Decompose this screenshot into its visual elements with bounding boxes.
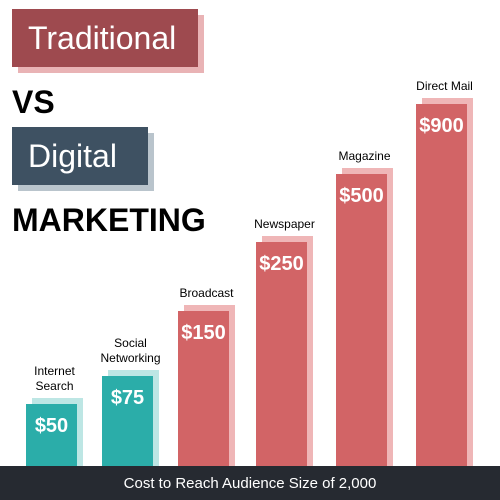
- x-axis-caption: Cost to Reach Audience Size of 2,000: [123, 474, 377, 492]
- bar-value-label: $500: [339, 185, 384, 207]
- category-label: Social Networking: [100, 336, 160, 365]
- bar: [102, 376, 153, 466]
- category-label-line: Magazine: [338, 149, 390, 163]
- category-label: Broadcast: [179, 286, 234, 300]
- title-digital-text: Digital: [28, 137, 117, 174]
- bar-value-label: $50: [35, 415, 68, 437]
- title-marketing: MARKETING: [12, 202, 206, 238]
- title-traditional: Traditional: [12, 9, 198, 67]
- bar-value-label: $150: [181, 322, 226, 344]
- bar: [416, 104, 467, 466]
- category-label-line: Newspaper: [254, 217, 315, 231]
- bar: [178, 311, 229, 466]
- bar-group-5: $900 Direct Mail: [416, 79, 473, 466]
- bar-value-label: $75: [111, 387, 144, 409]
- bar-group-4: $500 Magazine: [336, 149, 393, 466]
- bar-group-1: $75 Social Networking: [100, 336, 161, 466]
- x-axis-caption-bar: Cost to Reach Audience Size of 2,000: [0, 466, 500, 500]
- bar-group-0: $50 Internet Search: [26, 364, 83, 466]
- category-label-line: Search: [35, 379, 73, 393]
- bar-value-label: $900: [419, 115, 464, 137]
- bar-group-2: $150 Broadcast: [178, 286, 235, 466]
- category-label-line: Broadcast: [179, 286, 234, 300]
- category-label: Direct Mail: [416, 79, 473, 93]
- category-label-line: Internet: [34, 364, 75, 378]
- category-label: Newspaper: [254, 217, 315, 231]
- title-traditional-text: Traditional: [28, 19, 177, 56]
- category-label-line: Direct Mail: [416, 79, 473, 93]
- bar-group-3: $250 Newspaper: [254, 217, 315, 466]
- category-label-line: Networking: [100, 351, 160, 365]
- title-vs: VS: [12, 84, 55, 120]
- bar-value-label: $250: [259, 253, 304, 275]
- title-digital: Digital: [12, 127, 148, 185]
- category-label: Internet Search: [34, 364, 75, 393]
- bar: [336, 174, 387, 466]
- category-label-line: Social: [114, 336, 147, 350]
- category-label: Magazine: [338, 149, 390, 163]
- bar: [26, 404, 77, 466]
- bar: [256, 242, 307, 466]
